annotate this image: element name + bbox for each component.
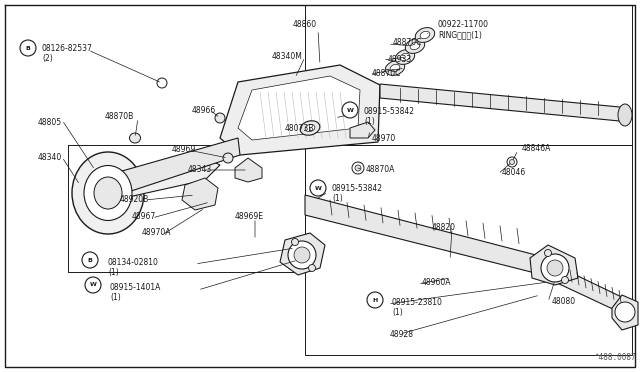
Text: W: W xyxy=(90,282,97,288)
Ellipse shape xyxy=(385,61,404,76)
Ellipse shape xyxy=(84,166,132,221)
Text: 48970: 48970 xyxy=(372,134,396,143)
Circle shape xyxy=(20,40,36,56)
Text: 48820: 48820 xyxy=(432,223,456,232)
Text: 08126-82537
(2): 08126-82537 (2) xyxy=(42,44,93,63)
Text: 48080: 48080 xyxy=(552,297,576,306)
Text: 08915-53842
(1): 08915-53842 (1) xyxy=(332,184,383,203)
Text: 48343: 48343 xyxy=(188,165,212,174)
Ellipse shape xyxy=(352,162,364,174)
Text: 48046: 48046 xyxy=(502,168,526,177)
Text: 48073B: 48073B xyxy=(285,124,314,133)
Circle shape xyxy=(82,252,98,268)
Ellipse shape xyxy=(507,157,517,167)
Ellipse shape xyxy=(355,165,361,171)
Text: 48340M: 48340M xyxy=(272,52,303,61)
Ellipse shape xyxy=(291,238,298,246)
Polygon shape xyxy=(108,155,220,200)
Ellipse shape xyxy=(305,124,315,132)
Ellipse shape xyxy=(415,28,435,42)
Text: 48870A: 48870A xyxy=(366,165,396,174)
Ellipse shape xyxy=(509,160,515,164)
Text: 48969E: 48969E xyxy=(235,212,264,221)
Text: 48860: 48860 xyxy=(293,20,317,29)
Circle shape xyxy=(342,102,358,118)
Ellipse shape xyxy=(94,177,122,209)
Text: 08915-1401A
(1): 08915-1401A (1) xyxy=(110,283,161,302)
Ellipse shape xyxy=(396,49,415,64)
Ellipse shape xyxy=(405,39,425,54)
Text: 48805: 48805 xyxy=(38,118,62,127)
Circle shape xyxy=(85,277,101,293)
Ellipse shape xyxy=(618,104,632,126)
Ellipse shape xyxy=(420,31,430,39)
Circle shape xyxy=(310,180,326,196)
Ellipse shape xyxy=(410,42,420,50)
Text: 48933: 48933 xyxy=(388,55,412,64)
Ellipse shape xyxy=(215,113,225,123)
Text: ^488:0087: ^488:0087 xyxy=(595,353,637,362)
Circle shape xyxy=(541,254,569,282)
Polygon shape xyxy=(238,76,360,140)
Polygon shape xyxy=(305,195,555,278)
Ellipse shape xyxy=(390,64,400,72)
Ellipse shape xyxy=(157,78,167,88)
Circle shape xyxy=(367,292,383,308)
Text: H: H xyxy=(372,298,378,302)
Polygon shape xyxy=(380,84,630,122)
Text: 48870B: 48870B xyxy=(105,112,134,121)
Text: B: B xyxy=(26,45,31,51)
Polygon shape xyxy=(530,245,578,285)
Circle shape xyxy=(547,260,563,276)
Text: B: B xyxy=(88,257,92,263)
Polygon shape xyxy=(555,265,632,318)
Circle shape xyxy=(288,241,316,269)
Ellipse shape xyxy=(129,133,141,143)
Polygon shape xyxy=(280,233,325,275)
Ellipse shape xyxy=(545,250,552,257)
Text: 48870C: 48870C xyxy=(393,38,422,47)
Text: W: W xyxy=(347,108,353,112)
Ellipse shape xyxy=(561,276,568,283)
Text: 48967: 48967 xyxy=(132,212,156,221)
Circle shape xyxy=(294,247,310,263)
Text: 08915-23810
(1): 08915-23810 (1) xyxy=(392,298,443,317)
Text: 48966: 48966 xyxy=(192,106,216,115)
Text: 08915-53842
(1): 08915-53842 (1) xyxy=(364,107,415,126)
Text: 48846A: 48846A xyxy=(522,144,552,153)
Polygon shape xyxy=(235,158,262,182)
Text: 48920B: 48920B xyxy=(120,195,149,204)
Text: 48960A: 48960A xyxy=(422,278,451,287)
Text: 48970A: 48970A xyxy=(142,228,172,237)
Ellipse shape xyxy=(300,121,320,135)
Text: 00922-11700
RINGリング(1): 00922-11700 RINGリング(1) xyxy=(438,20,489,39)
Text: 48870C: 48870C xyxy=(372,69,401,78)
Polygon shape xyxy=(220,65,380,155)
Polygon shape xyxy=(108,138,240,198)
Polygon shape xyxy=(182,178,218,210)
Ellipse shape xyxy=(223,153,233,163)
Text: 48969: 48969 xyxy=(172,145,196,154)
Ellipse shape xyxy=(72,152,144,234)
Polygon shape xyxy=(612,295,638,330)
Ellipse shape xyxy=(400,53,410,61)
Text: 08134-02810
(1): 08134-02810 (1) xyxy=(108,258,159,278)
Text: 48340: 48340 xyxy=(38,153,62,162)
Text: 48928: 48928 xyxy=(390,330,414,339)
Ellipse shape xyxy=(308,264,316,272)
Polygon shape xyxy=(350,122,375,138)
Text: W: W xyxy=(315,186,321,190)
Circle shape xyxy=(615,302,635,322)
